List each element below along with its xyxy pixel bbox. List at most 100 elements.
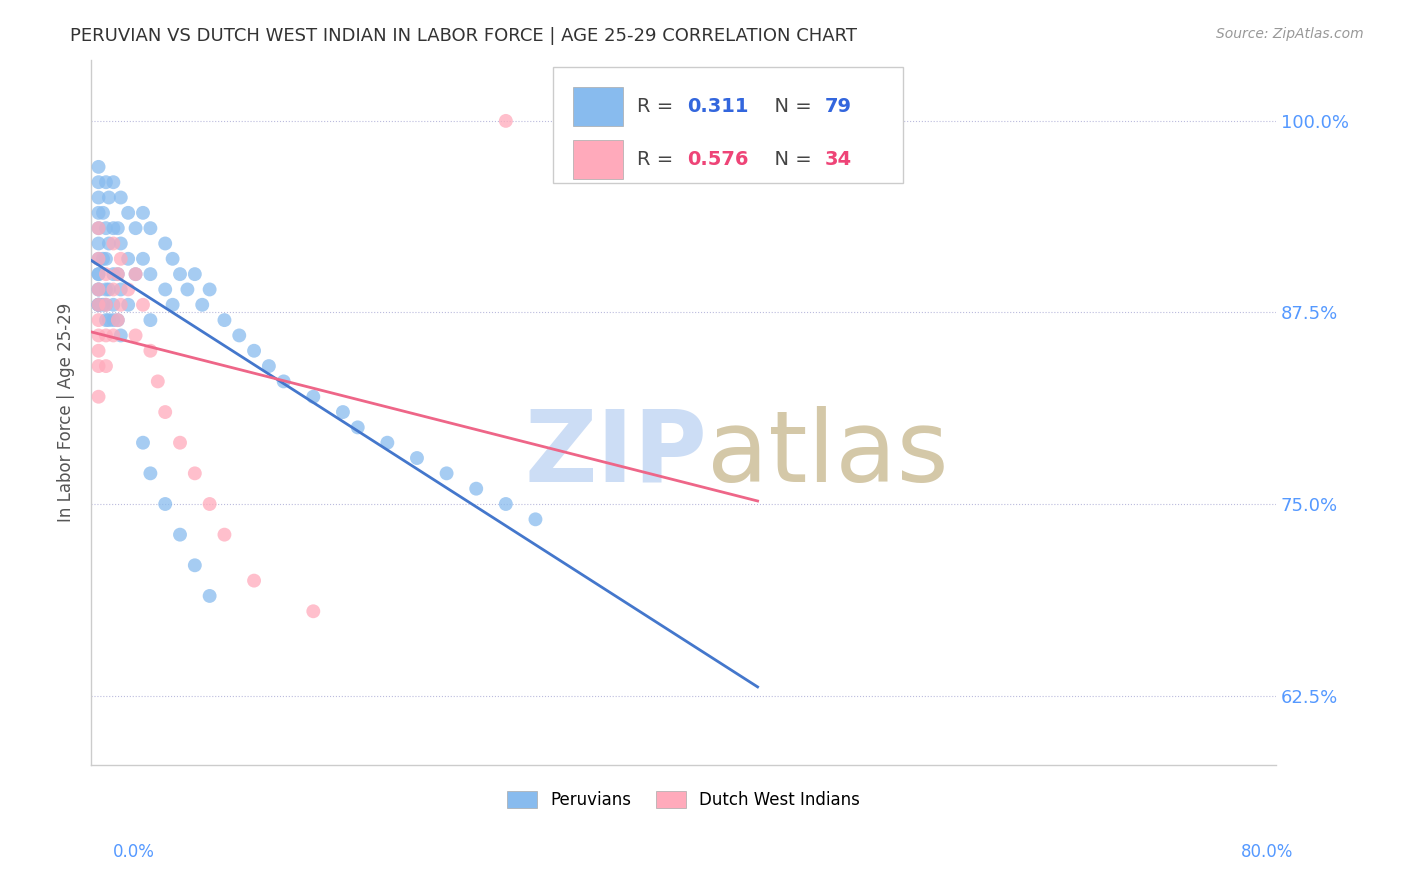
Point <box>198 497 221 511</box>
Point <box>87 343 110 358</box>
Point <box>228 328 250 343</box>
Point <box>94 313 117 327</box>
Point <box>346 420 368 434</box>
Point <box>94 175 117 189</box>
Point <box>191 298 214 312</box>
Point <box>87 298 110 312</box>
Point <box>139 267 162 281</box>
Point <box>97 283 120 297</box>
Point <box>107 267 129 281</box>
Point <box>524 512 547 526</box>
Point <box>87 298 110 312</box>
Point <box>465 482 488 496</box>
Point <box>94 298 117 312</box>
Point <box>94 298 117 312</box>
Point <box>91 298 114 312</box>
Point <box>87 252 110 266</box>
Point <box>87 175 110 189</box>
Point <box>139 221 162 235</box>
Point <box>146 375 169 389</box>
Point <box>87 236 110 251</box>
Point <box>139 313 162 327</box>
Point <box>87 390 110 404</box>
Point <box>302 390 325 404</box>
Point <box>243 574 266 588</box>
Point <box>87 298 110 312</box>
Text: ZIP: ZIP <box>524 406 707 503</box>
Point <box>107 267 129 281</box>
Point <box>124 267 146 281</box>
Point <box>103 267 125 281</box>
Point <box>162 298 184 312</box>
Point <box>103 298 125 312</box>
Point <box>169 527 191 541</box>
Point <box>436 467 458 481</box>
Text: N =: N = <box>762 150 818 169</box>
Point <box>117 206 139 220</box>
Point <box>87 190 110 204</box>
Text: 34: 34 <box>824 150 852 169</box>
Point <box>184 467 207 481</box>
Point <box>94 252 117 266</box>
Point <box>153 497 176 511</box>
Point <box>214 527 236 541</box>
Point <box>110 298 132 312</box>
Point <box>94 283 117 297</box>
Point <box>87 283 110 297</box>
Point <box>97 313 120 327</box>
Point <box>107 313 129 327</box>
Point <box>495 497 517 511</box>
Point <box>153 405 176 419</box>
Point <box>132 435 155 450</box>
Point <box>132 298 155 312</box>
Bar <box>574 87 623 126</box>
Point <box>91 206 114 220</box>
Text: 0.576: 0.576 <box>688 150 748 169</box>
Point <box>110 252 132 266</box>
Point <box>94 267 117 281</box>
Point <box>103 313 125 327</box>
Point <box>94 221 117 235</box>
Point <box>257 359 280 373</box>
Text: 80.0%: 80.0% <box>1241 843 1294 861</box>
Point <box>97 236 120 251</box>
Point <box>87 221 110 235</box>
Text: R =: R = <box>637 150 681 169</box>
Point <box>198 589 221 603</box>
Point <box>332 405 354 419</box>
Point <box>103 175 125 189</box>
Point <box>124 267 146 281</box>
Point <box>169 435 191 450</box>
Point <box>110 283 132 297</box>
Point <box>162 252 184 266</box>
Point <box>117 298 139 312</box>
FancyBboxPatch shape <box>553 67 903 183</box>
Y-axis label: In Labor Force | Age 25-29: In Labor Force | Age 25-29 <box>58 302 75 522</box>
Point <box>243 343 266 358</box>
Text: 79: 79 <box>824 97 852 116</box>
Point <box>87 313 110 327</box>
Point <box>139 343 162 358</box>
Point <box>97 190 120 204</box>
Text: PERUVIAN VS DUTCH WEST INDIAN IN LABOR FORCE | AGE 25-29 CORRELATION CHART: PERUVIAN VS DUTCH WEST INDIAN IN LABOR F… <box>70 27 858 45</box>
Bar <box>574 140 623 179</box>
Point <box>103 283 125 297</box>
Text: 0.0%: 0.0% <box>112 843 155 861</box>
Text: atlas: atlas <box>707 406 949 503</box>
Point <box>139 467 162 481</box>
Point <box>169 267 191 281</box>
Point <box>103 221 125 235</box>
Point <box>87 283 110 297</box>
Point <box>87 221 110 235</box>
Point <box>184 267 207 281</box>
Point <box>87 328 110 343</box>
Point <box>87 298 110 312</box>
Point <box>273 375 295 389</box>
Point <box>132 252 155 266</box>
Point <box>87 267 110 281</box>
Point <box>103 236 125 251</box>
Point <box>495 114 517 128</box>
Point <box>176 283 198 297</box>
Text: Source: ZipAtlas.com: Source: ZipAtlas.com <box>1216 27 1364 41</box>
Text: R =: R = <box>637 97 681 116</box>
